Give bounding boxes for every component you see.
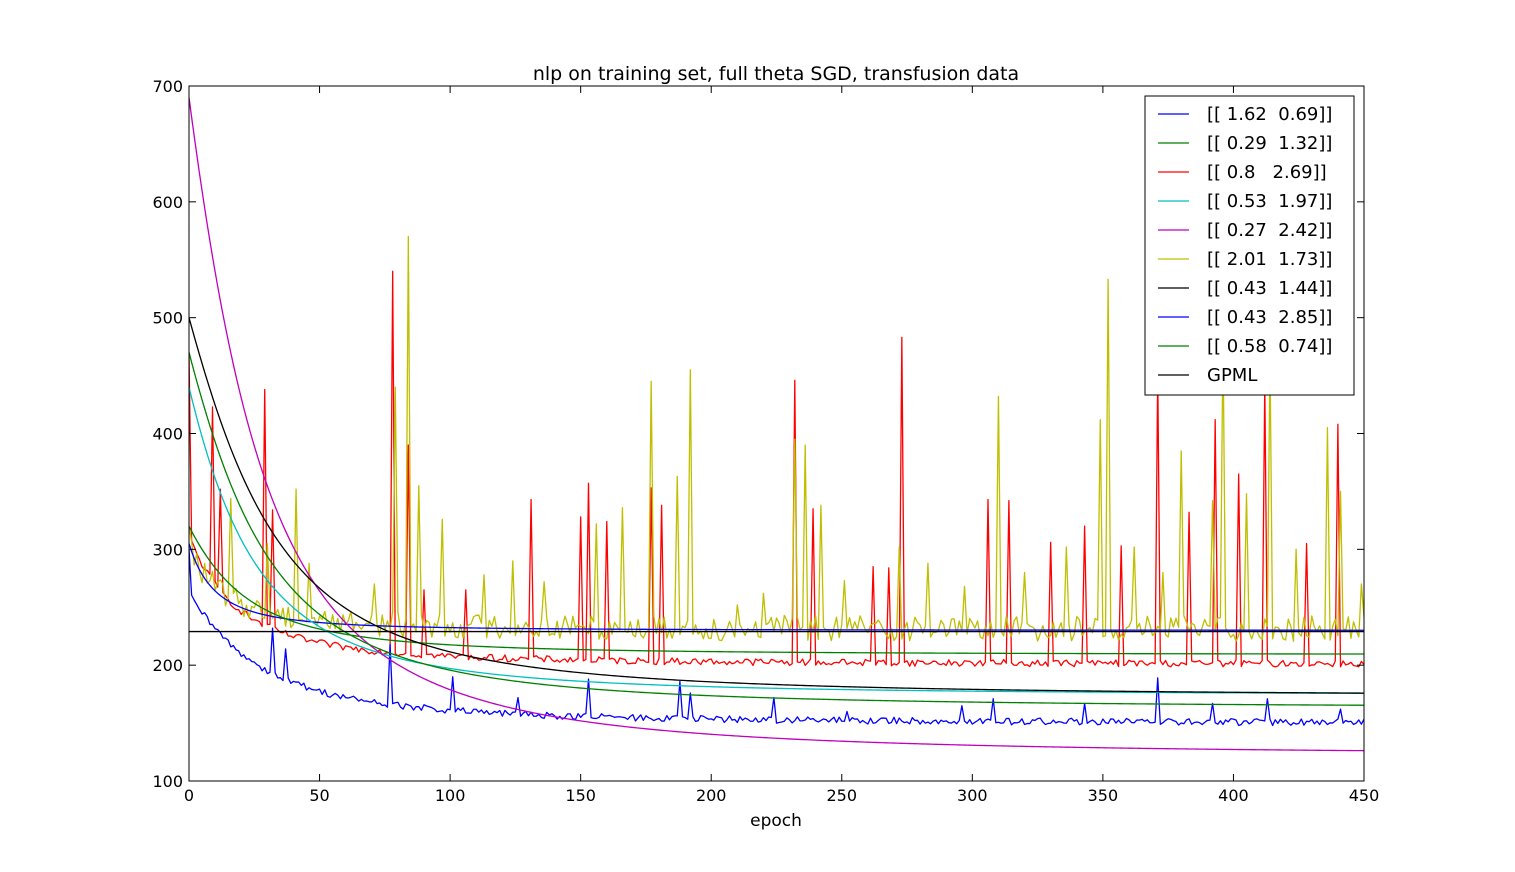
series-line-4 bbox=[189, 387, 1364, 694]
x-tick-label: 400 bbox=[1218, 786, 1249, 805]
y-tick-label: 500 bbox=[152, 309, 183, 328]
series-line-8 bbox=[189, 549, 1364, 727]
chart-title: nlp on training set, full theta SGD, tra… bbox=[533, 63, 1019, 85]
legend-entry-label: [[ 0.58 0.74]] bbox=[1207, 336, 1332, 357]
legend-entry-label: [[ 1.62 0.69]] bbox=[1207, 104, 1332, 125]
x-tick-label: 100 bbox=[435, 786, 466, 805]
series-line-5 bbox=[189, 97, 1364, 752]
legend-entry-label: [[ 0.29 1.32]] bbox=[1207, 133, 1332, 154]
x-tick-label: 0 bbox=[184, 786, 194, 805]
legend-box bbox=[1144, 95, 1355, 396]
y-tick-label: 100 bbox=[152, 772, 183, 791]
legend-entry-label: GPML bbox=[1207, 365, 1257, 386]
series-line-7 bbox=[189, 317, 1364, 694]
ticks-layer: 0 50 100 150 200 250 300 350 400 450 100 200 300 400 5… bbox=[152, 77, 1379, 805]
legend-entry-label: [[ 0.27 2.42]] bbox=[1207, 220, 1332, 241]
legend-entry-label: [[ 0.53 1.97]] bbox=[1207, 191, 1332, 212]
series-line-9 bbox=[189, 352, 1364, 706]
x-tick-label: 350 bbox=[1088, 786, 1119, 805]
legend-entry-label: [[ 0.43 2.85]] bbox=[1207, 307, 1332, 328]
y-tick-label: 400 bbox=[152, 425, 183, 444]
series-line-3 bbox=[189, 270, 1364, 668]
series-line-2 bbox=[189, 525, 1364, 655]
y-tick-label: 300 bbox=[152, 540, 183, 559]
x-tick-label: 200 bbox=[696, 786, 727, 805]
y-tick-label: 200 bbox=[152, 656, 183, 675]
x-tick-label: 300 bbox=[957, 786, 988, 805]
legend: [[ 1.62 0.69]] [[ 0.29 1.32]] [[ 0.8 2.69]… bbox=[1144, 95, 1355, 396]
x-axis-label: epoch bbox=[750, 811, 802, 831]
legend-entry-label: [[ 0.8 2.69]] bbox=[1207, 162, 1327, 183]
legend-entry-label: [[ 2.01 1.73]] bbox=[1207, 249, 1332, 270]
series-layer bbox=[189, 97, 1364, 752]
x-tick-label: 450 bbox=[1349, 786, 1380, 805]
y-tick-label: 700 bbox=[152, 77, 183, 96]
x-tick-label: 250 bbox=[827, 786, 858, 805]
x-tick-label: 50 bbox=[309, 786, 329, 805]
series-line-1 bbox=[189, 543, 1364, 631]
x-tick-label: 150 bbox=[565, 786, 596, 805]
y-tick-label: 600 bbox=[152, 193, 183, 212]
legend-entry-label: [[ 0.43 1.44]] bbox=[1207, 278, 1332, 299]
